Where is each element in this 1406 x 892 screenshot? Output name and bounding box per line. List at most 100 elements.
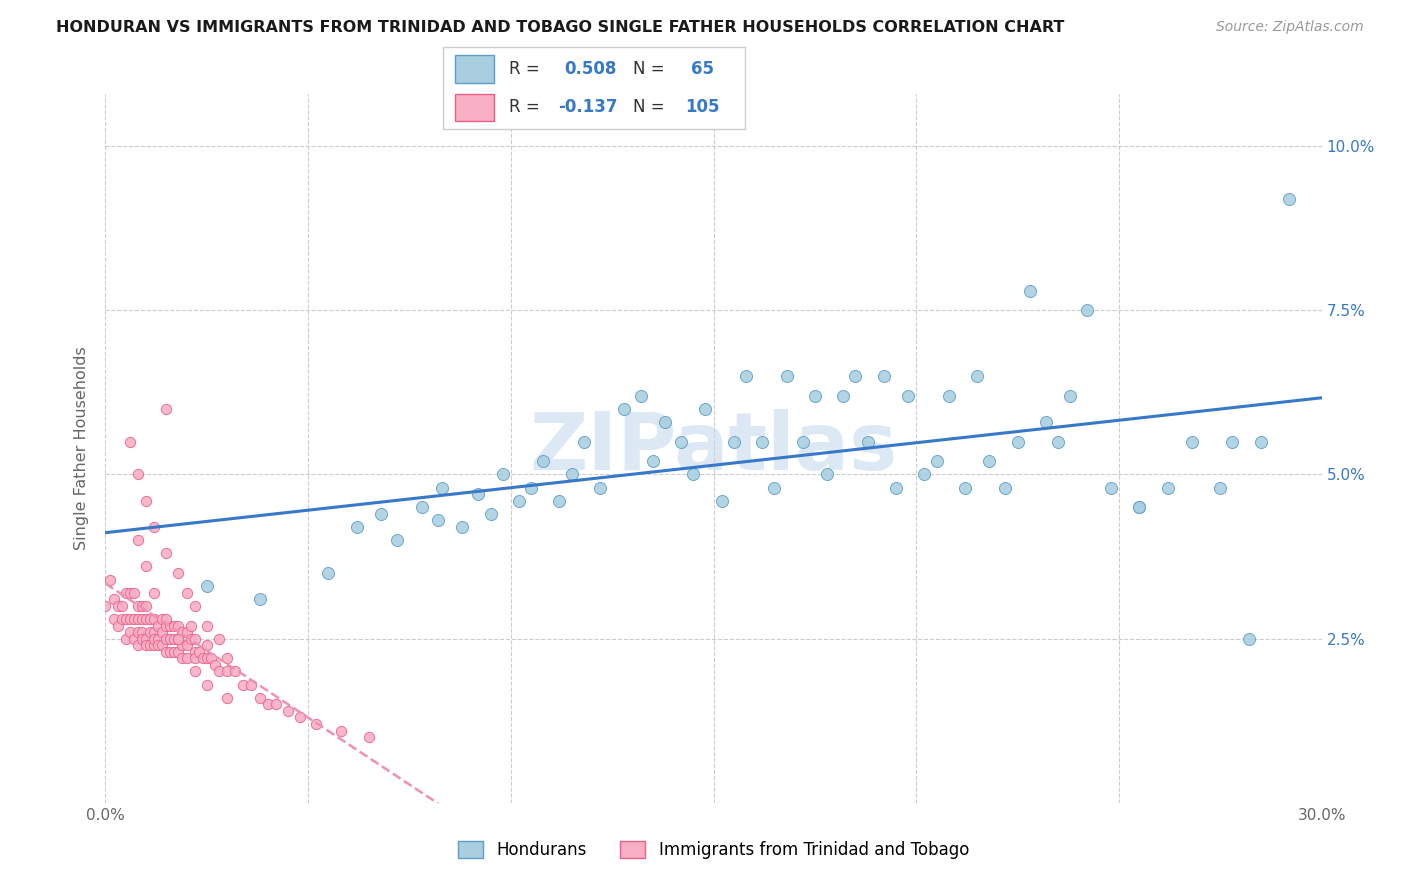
Point — [346, 520, 368, 534]
Point — [195, 579, 218, 593]
Point — [232, 678, 254, 692]
Point — [127, 599, 149, 613]
Point — [305, 717, 328, 731]
Point — [183, 632, 205, 646]
Point — [135, 632, 157, 646]
Point — [195, 618, 218, 632]
Point — [155, 632, 177, 646]
Point — [127, 638, 149, 652]
Text: N =: N = — [633, 60, 665, 78]
Point — [1250, 434, 1272, 449]
Point — [155, 401, 177, 416]
Point — [277, 704, 299, 718]
Point — [143, 585, 166, 599]
Point — [118, 612, 141, 626]
Text: -0.137: -0.137 — [558, 98, 617, 116]
Point — [107, 599, 129, 613]
Point — [492, 467, 515, 482]
Point — [561, 467, 583, 482]
Point — [111, 599, 134, 613]
Point — [103, 612, 125, 626]
Point — [98, 573, 121, 587]
Point — [131, 625, 153, 640]
Point — [180, 618, 202, 632]
Point — [111, 612, 134, 626]
Point — [195, 651, 218, 665]
Text: 65: 65 — [690, 60, 714, 78]
Point — [103, 592, 125, 607]
Point — [1047, 434, 1070, 449]
Point — [630, 389, 652, 403]
Point — [548, 493, 571, 508]
Point — [114, 612, 136, 626]
Point — [143, 625, 166, 640]
Point — [139, 638, 162, 652]
Point — [159, 632, 181, 646]
Point — [613, 401, 636, 416]
Point — [163, 632, 186, 646]
Point — [150, 612, 173, 626]
Point — [114, 585, 136, 599]
Point — [135, 559, 157, 574]
Point — [167, 632, 190, 646]
Point — [318, 566, 340, 580]
Point — [804, 389, 827, 403]
Point — [155, 618, 177, 632]
Point — [1076, 303, 1098, 318]
Point — [114, 632, 136, 646]
Point — [208, 665, 231, 679]
Point — [127, 625, 149, 640]
Point — [176, 638, 198, 652]
Point — [669, 434, 692, 449]
Point — [163, 645, 186, 659]
Point — [815, 467, 838, 482]
Point — [1059, 389, 1081, 403]
Point — [167, 645, 190, 659]
Point — [1007, 434, 1029, 449]
Point — [146, 638, 169, 652]
FancyBboxPatch shape — [456, 94, 495, 121]
Point — [329, 723, 352, 738]
Point — [146, 632, 169, 646]
Point — [763, 481, 786, 495]
Point — [925, 454, 948, 468]
Point — [143, 638, 166, 652]
Point — [118, 434, 141, 449]
Point — [183, 651, 205, 665]
Point — [1035, 415, 1057, 429]
Point — [451, 520, 474, 534]
Text: N =: N = — [633, 98, 665, 116]
Point — [217, 690, 239, 705]
Point — [682, 467, 704, 482]
Text: ZIPatlas: ZIPatlas — [530, 409, 897, 487]
Point — [176, 651, 198, 665]
Point — [191, 651, 214, 665]
Point — [155, 612, 177, 626]
Point — [131, 599, 153, 613]
Point — [264, 698, 287, 712]
Point — [127, 612, 149, 626]
Text: R =: R = — [509, 60, 540, 78]
Point — [146, 618, 169, 632]
Point — [135, 599, 157, 613]
Point — [884, 481, 907, 495]
Point — [1209, 481, 1232, 495]
Point — [176, 585, 198, 599]
Point — [118, 585, 141, 599]
Point — [107, 618, 129, 632]
Point — [411, 500, 433, 515]
Point — [979, 454, 1001, 468]
Point — [735, 369, 758, 384]
Point — [139, 612, 162, 626]
Point — [873, 369, 896, 384]
Point — [387, 533, 409, 548]
Point — [370, 507, 392, 521]
Point — [589, 481, 612, 495]
Point — [1181, 434, 1204, 449]
Point — [240, 678, 263, 692]
Point — [467, 487, 489, 501]
Point — [135, 638, 157, 652]
Point — [695, 401, 717, 416]
Point — [249, 592, 271, 607]
Point — [256, 698, 278, 712]
